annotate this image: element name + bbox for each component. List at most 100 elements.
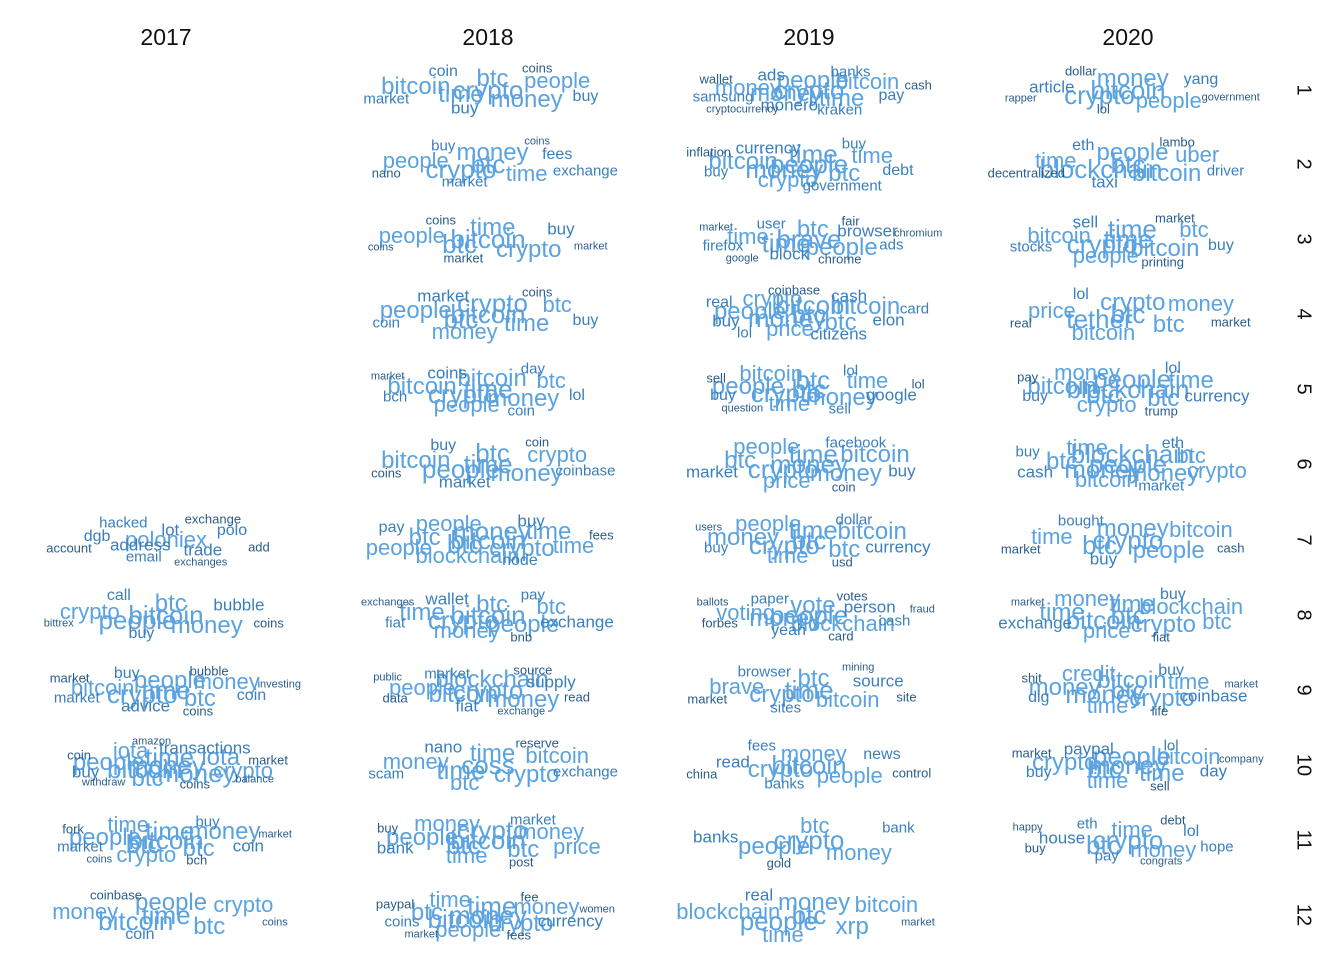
cloud-word: time [503,310,550,338]
cloud-word: buy [841,135,866,153]
cloud-word: btc [791,299,827,329]
cloud-word: coins [86,853,113,866]
cloud-word: crypto [1066,228,1138,259]
cloud-word: bitcoin [1130,234,1200,262]
cloud-word: crypto [487,909,554,937]
cloud-word: cash [878,612,911,630]
cloud-word: btc [796,215,829,243]
cloud-word: crypto [116,842,177,868]
cloud-word: eth [1072,137,1095,155]
cloud-word: fiat [455,696,479,716]
cloud-word: balance [235,773,274,786]
cloud-word: congrats [1140,855,1183,868]
cloud-word: dollar [1064,63,1097,79]
cloud-word: time [552,533,595,559]
cloud-word: lot [161,520,180,540]
cloud-word: btc [824,308,857,336]
cloud-word: market [404,928,439,941]
cloud-word: coinbase [1179,686,1248,706]
cloud-word: amazon [131,735,172,748]
cloud-word: bitcoin [1156,744,1221,769]
cloud-word: btc [410,898,443,926]
cloud-word: people [733,434,800,459]
cloud-word: vote [790,591,836,619]
cloud-word: btc [791,900,827,930]
cloud-word: market [1000,541,1041,557]
cloud-word: money [707,523,780,551]
cloud-word: trump [1144,403,1178,419]
cloud-word: btc [476,65,509,93]
cloud-word: bitcoin [427,904,503,935]
cloud-word: people [382,148,449,174]
cloud-word: time [788,139,838,170]
cloud-word: buy [195,813,220,831]
cloud-word: site [896,689,917,705]
cloud-word: price [766,315,814,341]
cloud-word: source [852,671,904,691]
cloud-word: crypto [1064,80,1135,111]
cloud-word: time [846,368,889,394]
cloud-word: bitcoin [840,441,910,469]
cloud-word: crypto [748,529,820,560]
cloud-word: btc [1085,829,1121,860]
cloud-word: bank [376,838,414,858]
word-cloud-2018-5: time crypto bitcoin money bitcoin btc people co… [338,356,638,422]
cloud-word: time [399,598,445,626]
cloud-word: btc [828,535,861,563]
cloud-word: market [370,370,405,383]
cloud-word: buy [888,461,916,481]
word-cloud-2020-10: money btc people time crypto bitcoin time paypa… [978,732,1278,798]
cloud-word: coinbase [768,282,821,298]
cloud-word: crypto [749,681,815,709]
cloud-word: bitcoin [70,674,135,700]
cloud-word: crypto [773,75,845,105]
cloud-word: buy [517,511,545,531]
cloud-word: firefox [702,237,744,255]
cloud-word: bch [186,852,208,868]
cloud-word: coinbase [89,887,143,903]
cloud-word: time [1111,817,1153,843]
cloud-word: crypto [1092,825,1164,855]
cloud-word: time [429,886,471,912]
cloud-word: exchange [998,613,1073,633]
cloud-word: usd [831,554,853,570]
cloud-word: public [373,671,402,684]
cloud-word: btc [445,829,481,860]
word-cloud-2018-4: bitcoin btc crypto time people btc money market… [338,281,638,347]
cloud-word: buy [128,624,155,642]
word-cloud-2019-6: money crypto time money btc bitcoin price peopl… [659,431,959,497]
cloud-word: lol [911,376,925,392]
cloud-word: driver [1206,162,1245,180]
cloud-word: coins [253,615,284,631]
word-cloud-2017-12: time bitcoin people btc money crypto coin coinb… [16,882,316,948]
cloud-word: btc [1110,299,1146,329]
cloud-word: bitcoin [525,742,589,768]
word-cloud-2018-3: bitcoin btc time crypto people buy market coins… [338,206,638,272]
cloud-word: btc [542,291,572,317]
cloud-word: bitcoin [771,750,847,780]
cloud-word: account [46,540,92,556]
cloud-word: bitcoin [387,372,457,400]
cloud-word: money [490,460,563,488]
word-cloud-2019-3: brave time btc people time browser block user ad… [659,206,959,272]
cloud-word: china [686,766,718,782]
cloud-word: bitcoin [450,224,526,254]
cloud-word: people [379,297,452,325]
cloud-word: buy [1159,586,1186,604]
cloud-word: address [109,535,171,555]
cloud-word: people [378,223,445,249]
month-label-6: 6 [1292,458,1315,470]
cloud-word: blockchain [790,611,895,637]
cloud-word: eth [1161,435,1184,453]
cloud-word: market [248,752,288,768]
cloud-word: citizens [810,324,868,344]
cloud-word: btc [125,829,161,860]
cloud-word: blockchain [1070,439,1194,470]
cloud-word: rapper [1004,92,1037,105]
cloud-word: market [686,462,738,482]
cloud-word: kraken [817,101,863,119]
cloud-word: time [1039,598,1085,626]
word-cloud-2017-9: time crypto people btc bitcoin money advice buy… [16,657,316,723]
cloud-word: bitcoin [1074,467,1139,493]
cloud-word: bitcoin [450,525,526,555]
